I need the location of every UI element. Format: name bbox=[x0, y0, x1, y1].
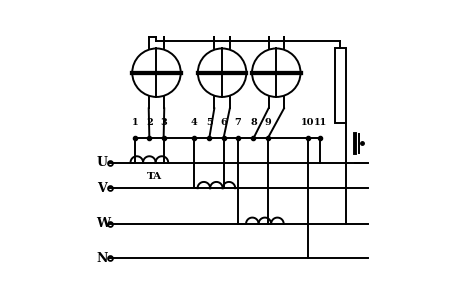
Text: 9: 9 bbox=[264, 118, 271, 127]
Text: 5: 5 bbox=[206, 118, 212, 127]
Text: N: N bbox=[97, 252, 108, 265]
Text: 11: 11 bbox=[314, 118, 327, 127]
Text: 1: 1 bbox=[132, 118, 138, 127]
Text: 8: 8 bbox=[250, 118, 257, 127]
Text: U: U bbox=[97, 156, 107, 169]
FancyBboxPatch shape bbox=[335, 48, 346, 123]
Text: 4: 4 bbox=[190, 118, 197, 127]
Text: 6: 6 bbox=[220, 118, 227, 127]
Text: TA: TA bbox=[147, 172, 162, 181]
Text: 3: 3 bbox=[160, 118, 167, 127]
Text: W: W bbox=[97, 217, 111, 230]
Text: V: V bbox=[97, 182, 106, 195]
Text: 10: 10 bbox=[301, 118, 314, 127]
Text: 2: 2 bbox=[146, 118, 153, 127]
Text: 7: 7 bbox=[234, 118, 241, 127]
